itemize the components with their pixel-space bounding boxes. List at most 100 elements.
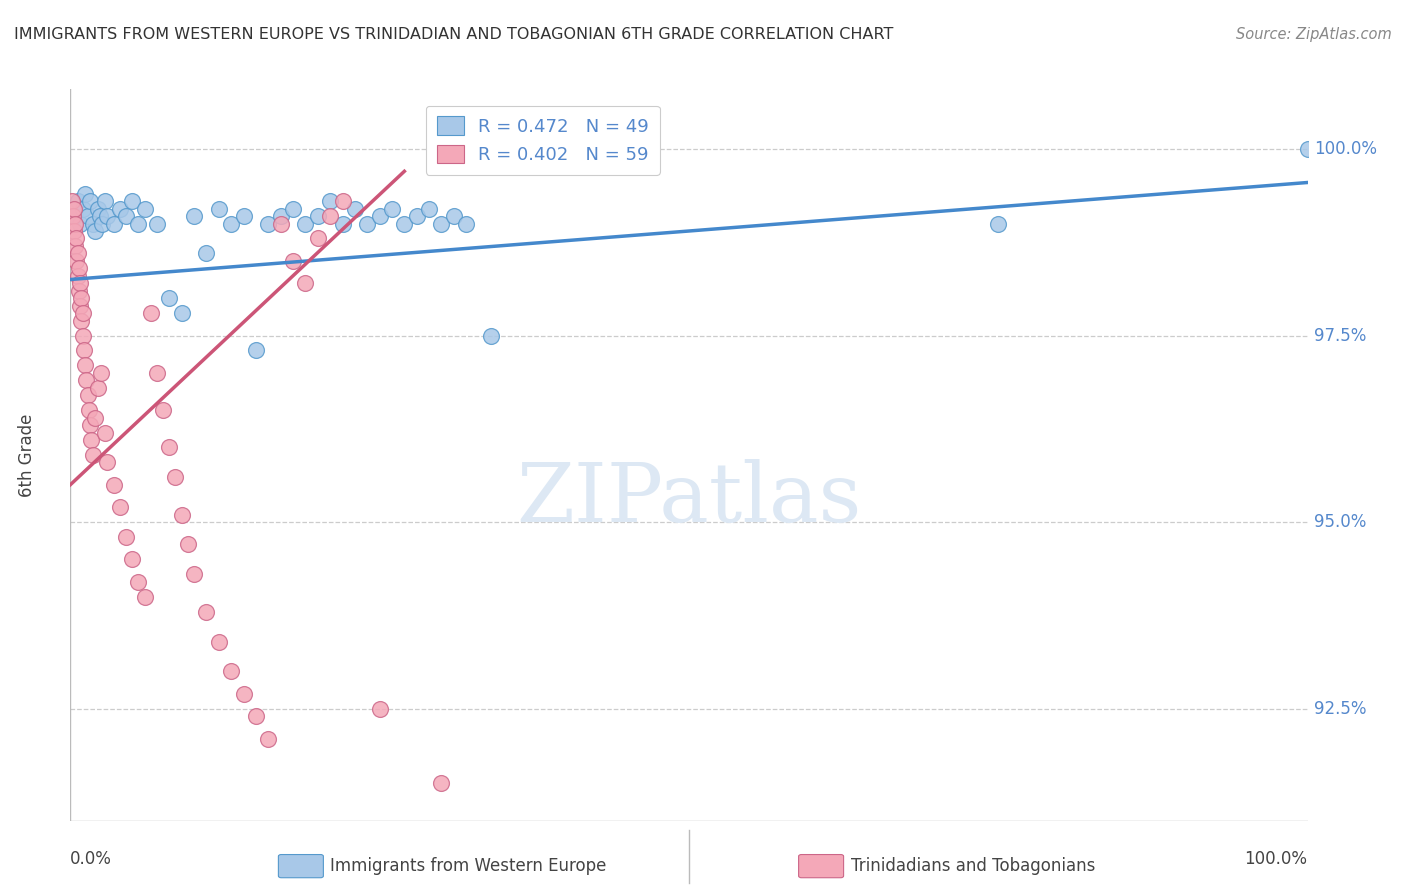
Point — [343, 202, 366, 216]
Legend: R = 0.472   N = 49, R = 0.402   N = 59: R = 0.472 N = 49, R = 0.402 N = 59 — [426, 105, 659, 175]
Point — [73, 343, 96, 358]
Point — [307, 209, 329, 223]
Point — [157, 441, 180, 455]
Point — [65, 209, 87, 223]
Point — [245, 709, 267, 723]
Point — [208, 634, 231, 648]
Point — [270, 209, 292, 223]
Point — [146, 366, 169, 380]
Point — [165, 470, 187, 484]
Point — [96, 209, 118, 223]
Point — [430, 776, 453, 790]
Point — [987, 217, 1010, 231]
Point — [76, 209, 98, 223]
Point — [146, 217, 169, 231]
Point — [103, 477, 125, 491]
Point — [394, 217, 416, 231]
Point — [332, 217, 354, 231]
Point — [79, 194, 101, 209]
Point — [66, 194, 89, 209]
Point — [195, 246, 218, 260]
Point — [152, 403, 174, 417]
Point — [307, 231, 329, 245]
Point — [82, 448, 104, 462]
Point — [294, 217, 316, 231]
Point — [208, 202, 231, 216]
Point — [75, 373, 97, 387]
Text: 100.0%: 100.0% — [1244, 850, 1308, 868]
Point — [65, 217, 87, 231]
Point — [381, 202, 404, 216]
Text: IMMIGRANTS FROM WESTERN EUROPE VS TRINIDADIAN AND TOBAGONIAN 6TH GRADE CORRELATI: IMMIGRANTS FROM WESTERN EUROPE VS TRINID… — [14, 27, 893, 42]
Point — [170, 508, 193, 522]
Point — [72, 328, 94, 343]
Point — [89, 209, 111, 223]
Text: 92.5%: 92.5% — [1313, 699, 1367, 718]
Point — [103, 217, 125, 231]
Point — [139, 306, 162, 320]
Point — [368, 209, 391, 223]
Point — [90, 366, 112, 380]
Point — [270, 217, 292, 231]
Point — [177, 537, 200, 551]
Point — [66, 268, 89, 283]
Text: 0.0%: 0.0% — [70, 850, 112, 868]
Point — [108, 500, 131, 515]
Point — [94, 425, 117, 440]
Point — [219, 217, 242, 231]
Point — [195, 605, 218, 619]
Point — [86, 202, 108, 216]
Point — [257, 731, 280, 746]
Point — [356, 217, 378, 231]
Point — [70, 313, 93, 327]
Point — [69, 299, 91, 313]
Point — [63, 224, 86, 238]
Point — [418, 202, 440, 216]
Point — [430, 217, 453, 231]
Point — [60, 194, 83, 209]
Point — [77, 403, 100, 417]
Point — [281, 253, 304, 268]
Point — [79, 418, 101, 433]
Point — [65, 239, 87, 253]
Point — [127, 217, 149, 231]
Point — [127, 574, 149, 589]
Point — [115, 530, 138, 544]
Point — [232, 209, 254, 223]
Point — [1296, 142, 1319, 156]
Text: ZIPatlas: ZIPatlas — [516, 458, 862, 539]
Point — [319, 209, 342, 223]
Point — [108, 202, 131, 216]
Text: Trinidadians and Tobagonians: Trinidadians and Tobagonians — [851, 857, 1095, 875]
Point — [96, 455, 118, 469]
Point — [134, 202, 156, 216]
Text: Immigrants from Western Europe: Immigrants from Western Europe — [330, 857, 607, 875]
Text: 97.5%: 97.5% — [1313, 326, 1367, 344]
Point — [134, 590, 156, 604]
Point — [257, 217, 280, 231]
Point — [319, 194, 342, 209]
Point — [115, 209, 138, 223]
Text: Source: ZipAtlas.com: Source: ZipAtlas.com — [1236, 27, 1392, 42]
Point — [245, 343, 267, 358]
Point — [121, 552, 143, 566]
Point — [170, 306, 193, 320]
Point — [69, 217, 91, 231]
Point — [294, 277, 316, 291]
Point — [94, 194, 117, 209]
Point — [183, 209, 205, 223]
Point — [281, 202, 304, 216]
Point — [62, 209, 84, 223]
Point — [332, 194, 354, 209]
Text: 95.0%: 95.0% — [1313, 513, 1367, 531]
Point — [91, 217, 114, 231]
Point — [157, 291, 180, 305]
Point — [86, 381, 108, 395]
Point — [67, 284, 90, 298]
Point — [72, 202, 94, 216]
Point — [66, 246, 89, 260]
Point — [456, 217, 478, 231]
Point — [121, 194, 143, 209]
Point — [65, 231, 87, 245]
Text: 100.0%: 100.0% — [1313, 140, 1376, 158]
